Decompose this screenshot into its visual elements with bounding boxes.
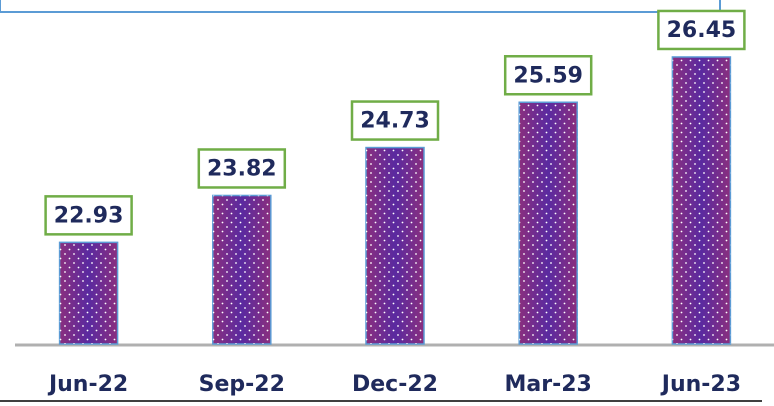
value-label-box bbox=[350, 100, 440, 141]
x-tick-label: Dec-22 bbox=[352, 372, 438, 397]
x-tick-label: Mar-23 bbox=[505, 372, 592, 397]
x-tick-label: Jun-22 bbox=[47, 372, 128, 397]
bar-dots bbox=[212, 195, 271, 344]
bar-dots bbox=[59, 242, 118, 344]
value-label-box bbox=[503, 55, 593, 96]
value-label: 22.93 bbox=[54, 203, 124, 228]
value-label: 24.73 bbox=[360, 109, 430, 134]
value-label: 25.59 bbox=[513, 63, 583, 88]
bar-dots bbox=[366, 147, 424, 344]
value-label-box bbox=[657, 9, 746, 51]
x-tick-label: Sep-22 bbox=[199, 372, 285, 397]
bar-dots bbox=[672, 56, 731, 344]
value-label-box bbox=[44, 195, 133, 236]
value-label: 23.82 bbox=[207, 156, 277, 181]
value-label-box bbox=[197, 148, 287, 189]
value-label: 26.45 bbox=[667, 18, 737, 43]
title-box bbox=[0, 0, 721, 13]
x-tick-label: Jun-23 bbox=[660, 372, 741, 397]
bar-dots bbox=[519, 102, 578, 344]
